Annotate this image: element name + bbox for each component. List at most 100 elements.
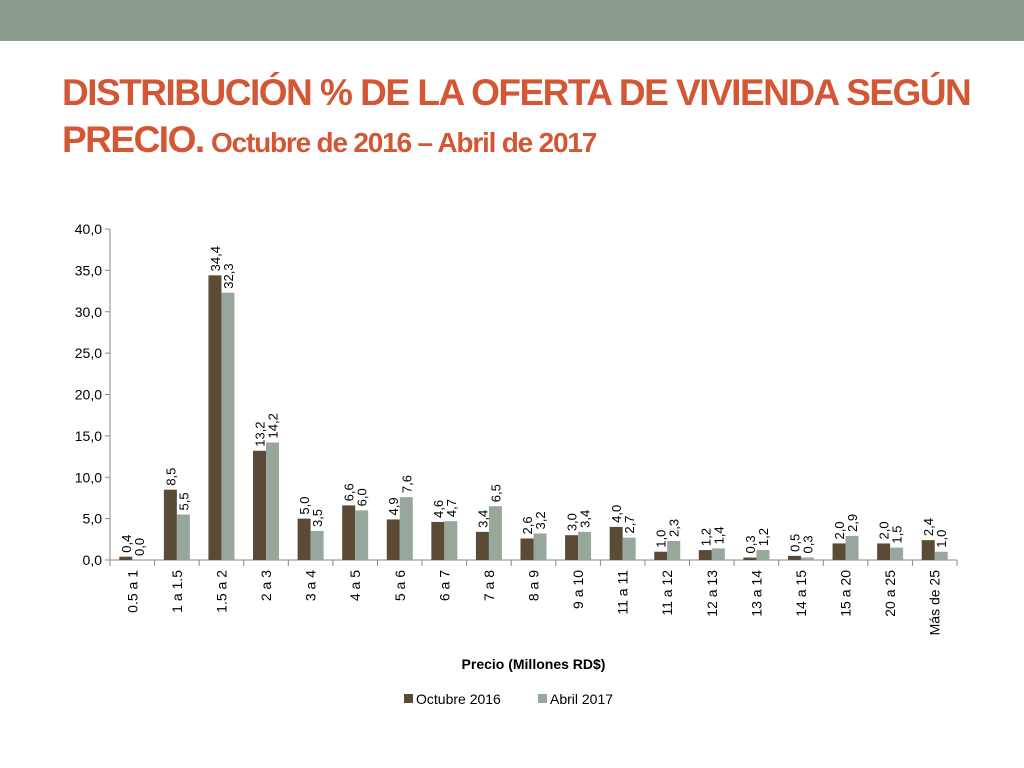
bar-series-2 xyxy=(845,536,859,560)
data-label-series-1: 0,5 xyxy=(787,534,802,552)
data-label-series-1: 4,6 xyxy=(431,500,446,518)
x-tick-label: 6 a 7 xyxy=(436,570,452,601)
bar-series-2 xyxy=(622,537,636,560)
data-label-series-1: 13,2 xyxy=(253,421,268,446)
bar-series-2 xyxy=(266,442,280,560)
bar-series-2 xyxy=(488,506,502,560)
bar-series-1 xyxy=(832,543,846,560)
x-tick-label: 9 a 10 xyxy=(570,570,586,609)
bar-series-1 xyxy=(609,526,623,560)
data-label-series-2: 3,2 xyxy=(533,511,548,529)
slide-title-main: DISTRIBUCIÓN % DE LA OFERTA DE VIVIENDA … xyxy=(62,72,972,160)
data-label-series-1: 2,0 xyxy=(877,521,892,539)
slide-title: DISTRIBUCIÓN % DE LA OFERTA DE VIVIENDA … xyxy=(62,70,982,166)
y-tick-label: 20,0 xyxy=(75,387,102,403)
top-accent-bar xyxy=(0,0,1024,41)
data-label-series-2: 0,3 xyxy=(800,535,815,553)
data-label-series-1: 5,0 xyxy=(297,497,312,515)
y-tick-label: 30,0 xyxy=(75,304,102,320)
bar-series-2 xyxy=(890,547,904,560)
bar-series-1 xyxy=(208,275,222,560)
x-tick-label: 7 a 8 xyxy=(481,570,497,601)
bar-series-1 xyxy=(698,550,712,560)
data-label-series-1: 1,2 xyxy=(698,528,713,546)
bars xyxy=(119,275,948,560)
bar-series-1 xyxy=(297,518,311,560)
data-label-series-1: 3,0 xyxy=(565,513,580,531)
y-tick-label: 15,0 xyxy=(75,428,102,444)
bar-series-1 xyxy=(520,538,534,560)
x-tick-label: 15 a 20 xyxy=(838,570,854,617)
x-tick-label: 8 a 9 xyxy=(526,570,542,601)
x-tick-label: 3 a 4 xyxy=(303,570,319,601)
data-label-series-2: 0,0 xyxy=(132,538,147,556)
data-label-series-2: 2,3 xyxy=(667,519,682,537)
x-tick-label: 1 a 1.5 xyxy=(169,570,185,613)
bar-series-2 xyxy=(934,551,948,560)
data-label-series-1: 4,0 xyxy=(609,505,624,523)
data-label-series-2: 4,7 xyxy=(444,499,459,517)
data-label-series-1: 3,4 xyxy=(475,510,490,528)
data-label-series-2: 1,4 xyxy=(711,526,726,544)
x-tick-label: 11 a 11 xyxy=(615,570,631,615)
bar-series-2 xyxy=(578,531,592,560)
data-label-series-2: 6,0 xyxy=(355,488,370,506)
y-tick-label: 0,0 xyxy=(83,552,103,568)
y-tick-label: 40,0 xyxy=(75,221,102,237)
data-label-series-2: 1,2 xyxy=(756,528,771,546)
bar-series-1 xyxy=(163,489,177,560)
bar-series-2 xyxy=(667,540,681,560)
bar-series-1 xyxy=(431,521,445,560)
data-label-series-2: 7,6 xyxy=(399,475,414,493)
data-label-series-1: 0,4 xyxy=(119,535,134,553)
x-tick-label: 12 a 13 xyxy=(704,570,720,617)
bar-series-2 xyxy=(310,531,324,560)
data-label-series-2: 14,2 xyxy=(266,413,281,438)
legend-swatch-2 xyxy=(538,694,547,703)
y-tick-label: 25,0 xyxy=(75,345,102,361)
bar-series-2 xyxy=(533,533,547,560)
legend: Octubre 2016 Abril 2017 xyxy=(404,691,613,707)
bar-series-2 xyxy=(355,510,369,560)
data-label-series-2: 32,3 xyxy=(221,263,236,288)
bar-series-1 xyxy=(654,551,668,560)
data-label-series-1: 1,0 xyxy=(654,530,669,548)
bar-series-1 xyxy=(475,531,489,560)
data-label-series-1: 2,6 xyxy=(520,516,535,534)
bar-series-1 xyxy=(921,540,935,560)
bar-series-2 xyxy=(711,548,725,560)
data-label-series-2: 6,5 xyxy=(488,484,503,502)
data-label-series-2: 3,5 xyxy=(310,509,325,527)
bar-series-1 xyxy=(877,543,891,560)
y-tick-label: 10,0 xyxy=(75,469,102,485)
data-label-series-1: 34,4 xyxy=(208,246,223,271)
data-label-series-1: 2,0 xyxy=(832,521,847,539)
data-label-series-2: 1,0 xyxy=(934,530,949,548)
data-label-series-2: 5,5 xyxy=(176,492,191,510)
x-tick-label: 13 a 14 xyxy=(748,570,764,617)
bar-series-1 xyxy=(119,556,133,560)
legend-label-1: Octubre 2016 xyxy=(416,691,501,707)
y-tick-label: 35,0 xyxy=(75,262,102,278)
bar-series-2 xyxy=(399,497,413,560)
bar-series-2 xyxy=(176,514,190,560)
x-tick-label: 4 a 5 xyxy=(347,570,363,601)
x-tick-label: 0.5 a 1 xyxy=(124,570,140,613)
data-label-series-1: 4,9 xyxy=(386,497,401,515)
data-label-series-1: 2,4 xyxy=(921,518,936,536)
data-label-series-2: 2,7 xyxy=(622,516,637,534)
slide-title-sub: Octubre de 2016 – Abril de 2017 xyxy=(211,127,597,158)
bar-series-1 xyxy=(743,557,757,560)
data-label-series-2: 2,9 xyxy=(845,514,860,532)
x-tick-label: 2 a 3 xyxy=(258,570,274,601)
x-axis-title: Precio (Millones RD$) xyxy=(462,656,606,672)
bar-series-2 xyxy=(800,557,814,560)
bar-series-2 xyxy=(221,292,235,560)
bar-series-2 xyxy=(756,550,770,560)
data-labels: 0,4 8,5 34,4 13,2 5,0 6,6 4,9 4,6 3,4 2,6 3,0 4,0 1,… xyxy=(119,246,949,556)
data-label-series-1: 6,6 xyxy=(342,483,357,501)
x-tick-label: 11 a 12 xyxy=(659,570,675,616)
x-axis: 0.5 a 1 1 a 1.5 1.5 a 2 2 a 3 3 a 4 4 a 5 5 a … xyxy=(109,559,958,635)
x-tick-label: 20 a 25 xyxy=(882,570,898,617)
